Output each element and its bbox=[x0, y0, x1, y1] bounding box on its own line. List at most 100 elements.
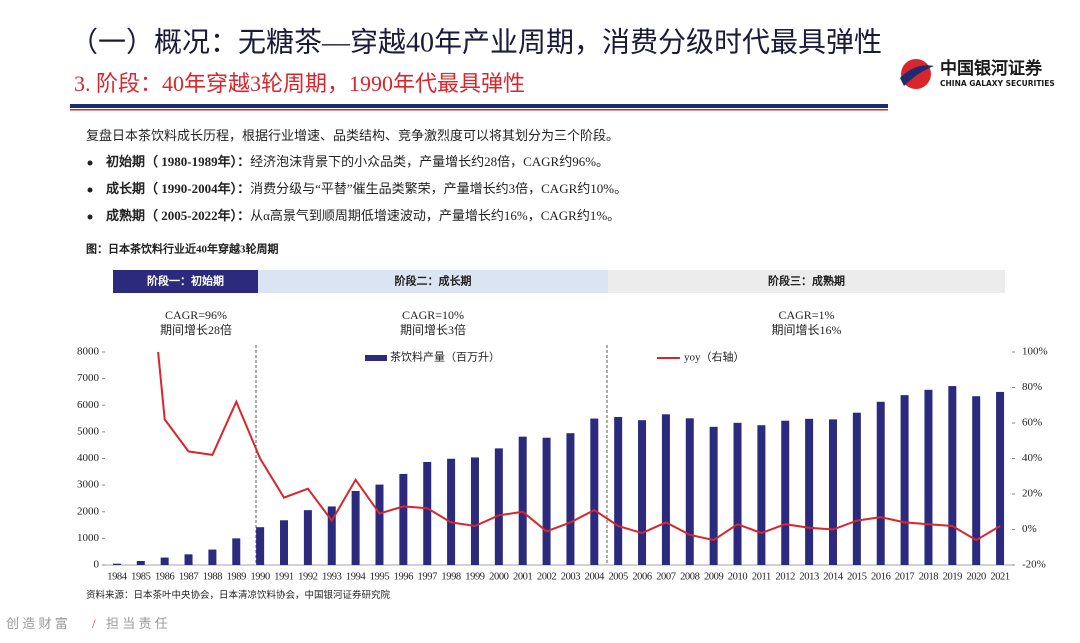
bar bbox=[112, 563, 121, 565]
bar bbox=[948, 386, 957, 565]
title: （一）概况：无糖茶—穿越40年产业周期，消费分级时代最具弹性 bbox=[70, 26, 882, 58]
logo-english: CHINA GALAXY SECURITIES bbox=[940, 79, 1055, 88]
y2-tick-label: 20% bbox=[1022, 488, 1042, 500]
bar bbox=[494, 448, 503, 565]
x-tick-label: 2016 bbox=[871, 571, 891, 582]
bullet-dot bbox=[87, 160, 93, 166]
bullets: 初始期（ 1980-1989年）：经济泡沫背景下的小众品类，产量增长约28倍，C… bbox=[87, 154, 627, 223]
bar bbox=[972, 396, 981, 565]
bar bbox=[399, 473, 408, 565]
bullet: 成熟期（ 2005-2022年）：从α高景气到顺周期低增速波动，产量增长约16%… bbox=[106, 208, 620, 223]
x-tick-label: 2001 bbox=[513, 571, 533, 582]
bar bbox=[160, 557, 169, 565]
logo-name: 中国银河证券 bbox=[940, 58, 1043, 79]
bar bbox=[208, 549, 217, 565]
phase-cagr: CAGR=1% bbox=[778, 308, 834, 322]
bar bbox=[900, 395, 909, 565]
x-tick-label: 2014 bbox=[823, 571, 844, 582]
bar bbox=[781, 420, 790, 565]
bar bbox=[256, 527, 265, 565]
phase-band bbox=[258, 270, 608, 293]
bar bbox=[924, 389, 933, 565]
x-tick-label: 1988 bbox=[203, 571, 223, 582]
phase-growth: 期间增长16% bbox=[772, 323, 842, 337]
logo-swoosh bbox=[900, 65, 934, 86]
x-tick-label: 2007 bbox=[656, 571, 676, 582]
bullet-text: 消费分级与“平替”催生品类繁荣，产量增长约3倍，CAGR约10%。 bbox=[250, 181, 627, 196]
bullet-term: 成长期（ 1990-2004年）： bbox=[106, 181, 250, 196]
footer-left: 创 造 财 富 bbox=[6, 616, 68, 631]
bullet-text: 从α高景气到顺周期低增速波动，产量增长约16%，CAGR约1%。 bbox=[250, 208, 620, 223]
x-tick-label: 2000 bbox=[489, 571, 509, 582]
x-tick-label: 2003 bbox=[561, 571, 581, 582]
y-tick-label: 6000 bbox=[77, 399, 100, 411]
x-tick-label: 1991 bbox=[274, 571, 294, 582]
bullet-dot bbox=[87, 214, 93, 220]
y2-tick-label: 100% bbox=[1022, 346, 1048, 358]
bar bbox=[638, 420, 647, 565]
bar bbox=[542, 437, 551, 565]
bar bbox=[996, 391, 1005, 565]
bar bbox=[828, 419, 837, 565]
intro: 复盘日本茶饮料成长历程，根据行业增速、品类结构、竞争激烈度可以将其划分为三个阶段… bbox=[86, 128, 619, 143]
x-tick-label: 2019 bbox=[943, 571, 963, 582]
y2-tick-label: 80% bbox=[1022, 381, 1042, 393]
bullet-text: 经济泡沫背景下的小众品类，产量增长约28倍，CAGR约96%。 bbox=[250, 154, 609, 169]
bar bbox=[518, 436, 527, 565]
legend-swatch bbox=[365, 355, 387, 361]
x-tick-label: 1992 bbox=[298, 571, 318, 582]
bullet-term: 成熟期（ 2005-2022年）： bbox=[106, 208, 250, 223]
x-tick-label: 1995 bbox=[370, 571, 390, 582]
phase-label: 阶段三：成熟期 bbox=[768, 274, 845, 288]
y-tick-label: 5000 bbox=[77, 425, 100, 437]
bar bbox=[470, 457, 479, 565]
bullet: 成长期（ 1990-2004年）：消费分级与“平替”催生品类繁荣，产量增长约3倍… bbox=[106, 181, 627, 196]
bar bbox=[351, 490, 360, 565]
bar bbox=[590, 418, 599, 565]
y2-tick-label: 60% bbox=[1022, 417, 1042, 429]
x-tick-label: 2013 bbox=[799, 571, 819, 582]
y-tick-label: 3000 bbox=[77, 479, 100, 491]
y-tick-label: 2000 bbox=[77, 505, 100, 517]
x-tick-label: 1984 bbox=[107, 571, 128, 582]
y-tick-label: 8000 bbox=[77, 346, 100, 358]
bar bbox=[447, 458, 456, 565]
y2-tick-label: 40% bbox=[1022, 452, 1042, 464]
y-tick-label: 4000 bbox=[77, 452, 100, 464]
bar bbox=[614, 416, 623, 565]
x-tick-label: 1986 bbox=[155, 571, 175, 582]
bar bbox=[303, 510, 312, 565]
bullet-dot bbox=[87, 187, 93, 193]
x-tick-label: 2006 bbox=[632, 571, 652, 582]
phase-label: 阶段一：初始期 bbox=[147, 274, 224, 288]
source: 资料来源：日本茶叶中央协会，日本清凉饮料协会，中国银河证券研究院 bbox=[86, 589, 391, 601]
footer-slash: / bbox=[92, 616, 96, 631]
bar bbox=[327, 506, 336, 565]
header-rule-red bbox=[70, 109, 888, 111]
bar bbox=[685, 418, 694, 565]
x-tick-label: 2021 bbox=[990, 571, 1010, 582]
phase-growth: 期间增长28倍 bbox=[160, 322, 232, 337]
x-tick-label: 2015 bbox=[847, 571, 867, 582]
phase-band bbox=[113, 270, 258, 293]
x-tick-label: 1987 bbox=[179, 571, 199, 582]
x-tick-label: 1990 bbox=[250, 571, 270, 582]
yoy-line bbox=[157, 352, 1001, 542]
bar bbox=[136, 561, 145, 565]
x-tick-label: 1993 bbox=[322, 571, 342, 582]
y2-tick-label: 0% bbox=[1022, 523, 1037, 535]
bullet: 初始期（ 1980-1989年）：经济泡沫背景下的小众品类，产量增长约28倍，C… bbox=[106, 154, 609, 169]
bar bbox=[733, 422, 742, 565]
y-tick-label: 7000 bbox=[77, 372, 100, 384]
x-tick-label: 2018 bbox=[919, 571, 939, 582]
phase-label: 阶段二：成长期 bbox=[395, 274, 472, 288]
figure-caption: 图：日本茶饮料行业近40年穿越3轮周期 bbox=[86, 242, 279, 256]
bar bbox=[280, 520, 289, 565]
bar bbox=[423, 461, 432, 565]
phase-cagr: CAGR=10% bbox=[402, 308, 464, 322]
x-tick-label: 1999 bbox=[465, 571, 485, 582]
x-tick-label: 1997 bbox=[418, 571, 438, 582]
x-tick-label: 1994 bbox=[346, 571, 367, 582]
bullet-term: 初始期（ 1980-1989年）： bbox=[106, 154, 250, 169]
phase-cagr: CAGR=96% bbox=[165, 308, 227, 322]
